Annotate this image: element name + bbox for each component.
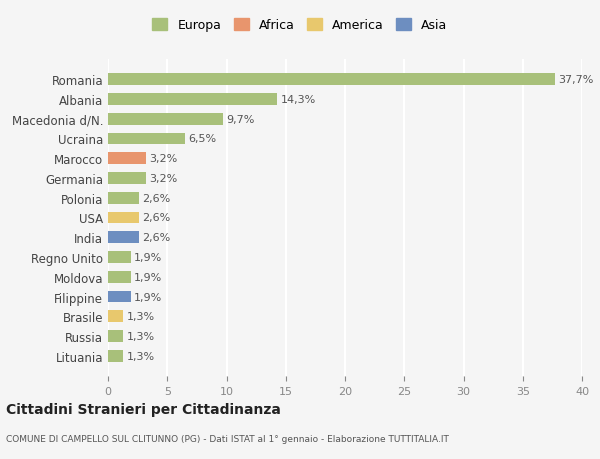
Bar: [108, 173, 146, 185]
Bar: [108, 74, 555, 86]
Text: 3,2%: 3,2%: [149, 154, 178, 164]
Text: 1,9%: 1,9%: [134, 252, 163, 263]
Text: 3,2%: 3,2%: [149, 174, 178, 184]
Text: 2,6%: 2,6%: [142, 233, 170, 243]
Bar: [108, 311, 124, 323]
Text: 1,9%: 1,9%: [134, 272, 163, 282]
Text: 37,7%: 37,7%: [559, 75, 593, 85]
Text: 14,3%: 14,3%: [281, 95, 316, 105]
Text: 9,7%: 9,7%: [227, 114, 255, 124]
Text: 6,5%: 6,5%: [188, 134, 217, 144]
Bar: [108, 232, 139, 244]
Bar: [108, 153, 146, 165]
Text: 1,9%: 1,9%: [134, 292, 163, 302]
Text: 2,6%: 2,6%: [142, 193, 170, 203]
Text: 2,6%: 2,6%: [142, 213, 170, 223]
Text: 1,3%: 1,3%: [127, 312, 155, 322]
Bar: [108, 350, 124, 362]
Bar: [108, 113, 223, 125]
Text: Cittadini Stranieri per Cittadinanza: Cittadini Stranieri per Cittadinanza: [6, 402, 281, 416]
Bar: [108, 212, 139, 224]
Bar: [108, 291, 131, 303]
Bar: [108, 271, 131, 283]
Bar: [108, 192, 139, 204]
Bar: [108, 133, 185, 145]
Bar: [108, 330, 124, 342]
Bar: [108, 94, 277, 106]
Text: 1,3%: 1,3%: [127, 331, 155, 341]
Bar: [108, 252, 131, 263]
Text: COMUNE DI CAMPELLO SUL CLITUNNO (PG) - Dati ISTAT al 1° gennaio - Elaborazione T: COMUNE DI CAMPELLO SUL CLITUNNO (PG) - D…: [6, 434, 449, 442]
Text: 1,3%: 1,3%: [127, 351, 155, 361]
Legend: Europa, Africa, America, Asia: Europa, Africa, America, Asia: [149, 16, 451, 36]
